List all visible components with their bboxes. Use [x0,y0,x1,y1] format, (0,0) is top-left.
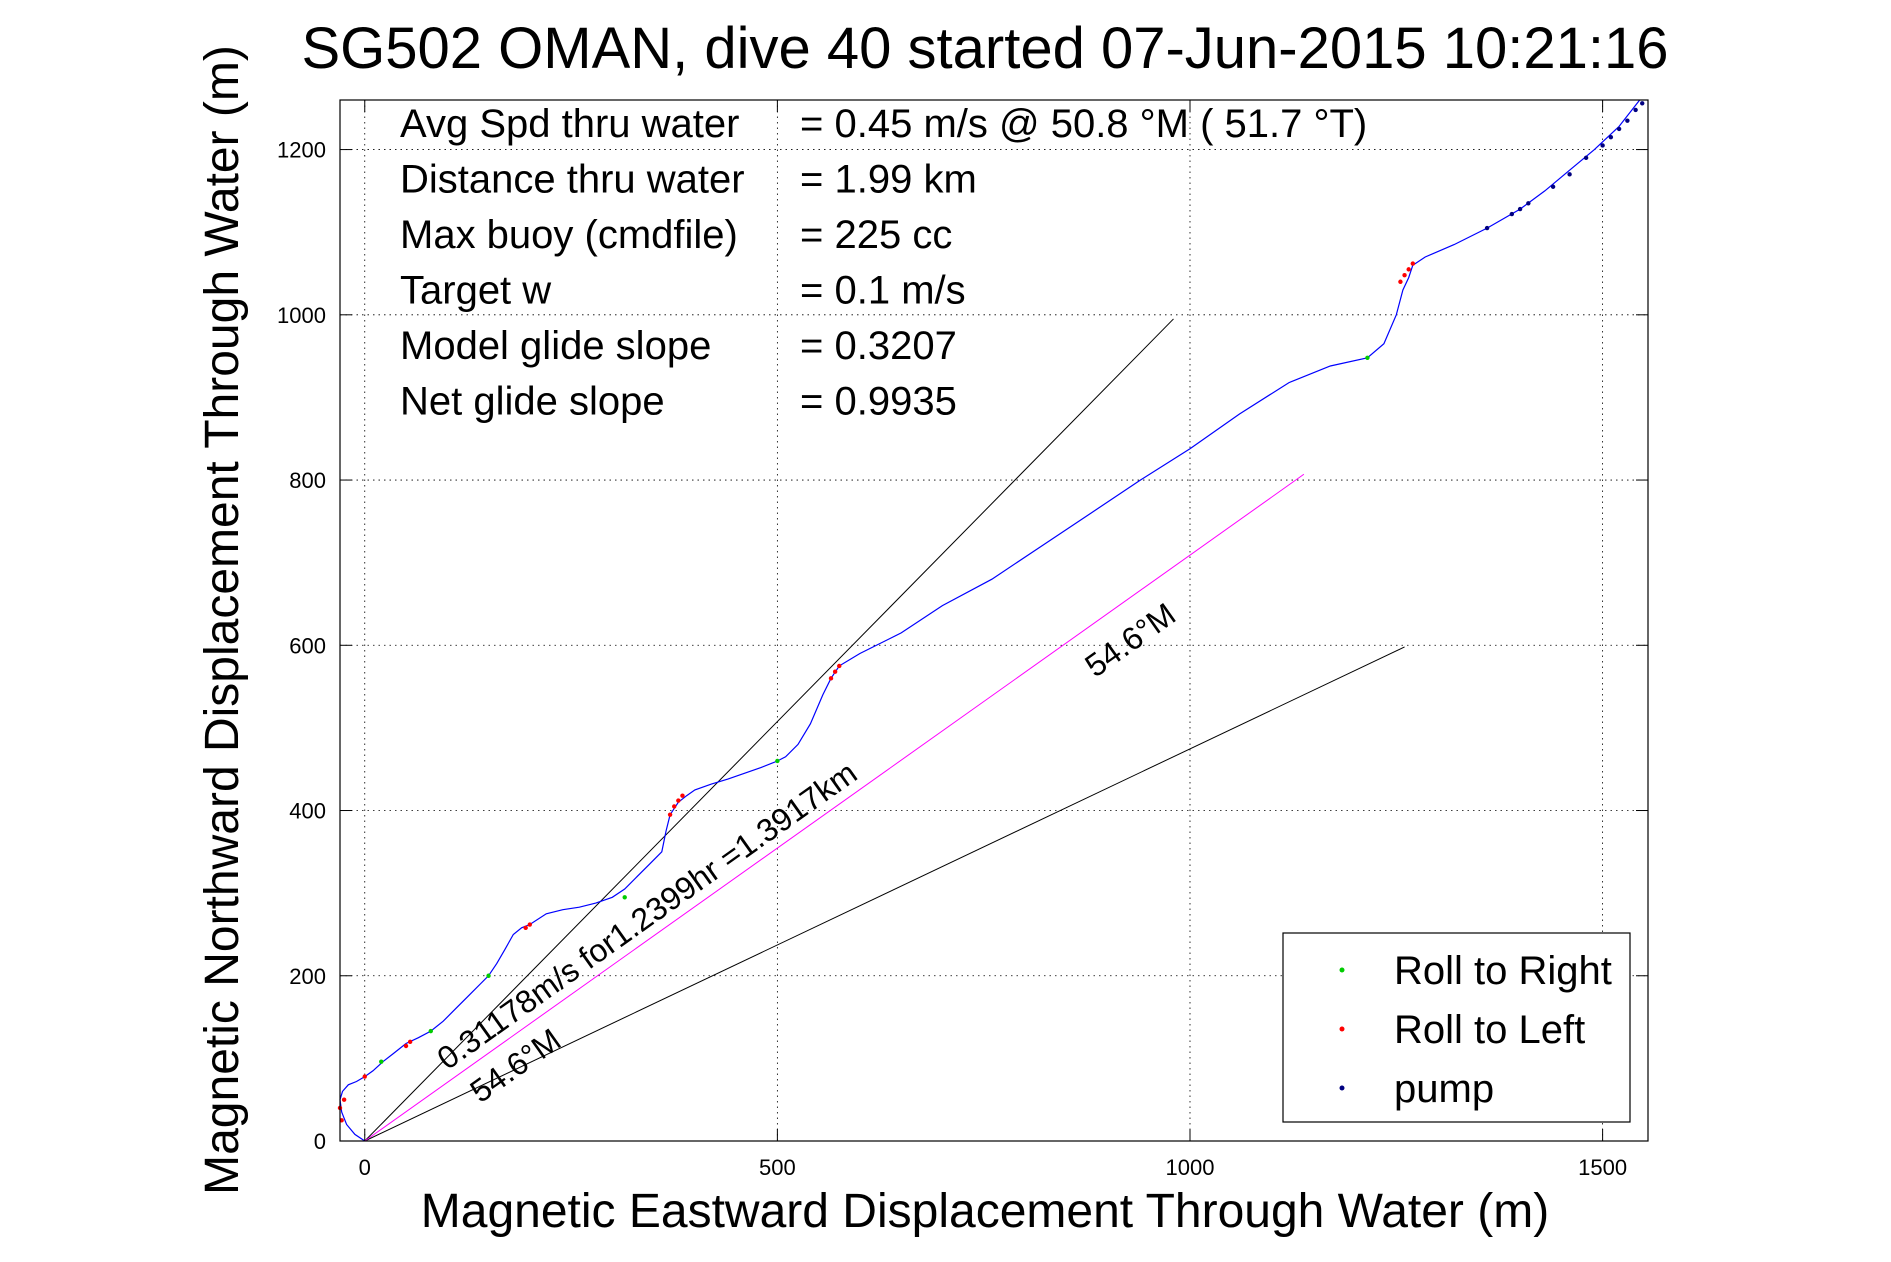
pump-point-1 [1509,211,1515,217]
info-value-0: = 0.45 m/s @ 50.8 °M ( 51.7 °T) [800,102,1367,146]
pump-point-2 [1517,206,1523,212]
roll-to-left-point-15 [1398,279,1403,284]
roll-to-left-point-3 [362,1074,367,1079]
pump-point-5 [1567,172,1572,177]
data-series [337,99,1645,1142]
info-value-3: = 0.1 m/s [800,269,966,313]
legend-box [1282,932,1631,1123]
x-tick-label-2: 1000 [1166,1155,1215,1180]
roll-to-right-point-4 [775,758,780,764]
roll-to-right-point-0 [379,1059,384,1064]
info-value-5: = 0.9935 [800,380,957,424]
roll-to-left-point-7 [523,925,528,931]
roll-to-left-point-18 [1410,261,1416,266]
legend-label-roll-to-right: Roll to Right [1394,949,1612,993]
y-tick-label-3: 600 [289,633,326,658]
roll-to-right-point-3 [622,895,627,900]
x-tick-label-0: 0 [359,1155,371,1180]
x-tick-label-1: 500 [759,1155,796,1180]
roll-to-left-point-8 [667,812,673,817]
roll-to-left-point-6 [527,922,533,927]
glide-line-upper [364,318,1174,1142]
roll-to-left-point-14 [837,663,842,669]
info-label-3: Target w [400,269,551,313]
info-label-4: Model glide slope [400,324,711,368]
legend: Roll to Right Roll to Left pump [1282,932,1631,1123]
info-label-1: Distance thru water [400,158,745,202]
net-heading-line [364,473,1305,1142]
info-label-0: Avg Spd thru water [400,102,739,146]
pump-point-4 [1550,184,1556,189]
chart-title: SG502 OMAN, dive 40 started 07-Jun-2015 … [301,16,1668,81]
glide-line-lower [364,646,1405,1142]
roll-to-left-point-1 [341,1097,347,1102]
y-tick-label-5: 1000 [277,303,326,328]
roll-to-left-point-11 [680,793,685,798]
pump-point-10 [1625,118,1630,123]
pump-point-3 [1526,201,1531,206]
reference-lines [364,318,1405,1142]
legend-marker-roll-to-right [1339,967,1345,973]
y-tick-label-4: 800 [289,468,326,493]
pump-point-8 [1608,134,1614,140]
roll-to-right-point-5 [1365,355,1370,360]
info-label-5: Net glide slope [400,380,665,424]
axis-ticks: 0 500 1000 1500 0 200 400 600 800 1000 1200 [277,100,1648,1180]
pump-point-7 [1600,143,1605,148]
pump-point-6 [1583,155,1589,161]
legend-label-roll-to-left: Roll to Left [1394,1008,1585,1052]
y-tick-label-2: 400 [289,799,326,824]
roll-to-right-point-2 [486,973,491,978]
info-value-1: = 1.99 km [800,158,977,202]
legend-marker-roll-to-left [1339,1026,1345,1032]
y-axis-label: Magnetic Northward Displacement Through … [196,45,249,1195]
track-line [339,99,1641,1142]
pump-point-11 [1633,107,1638,113]
info-value-4: = 0.3207 [800,324,957,368]
roll-to-left-point-12 [828,676,834,681]
pump-point-12 [1640,101,1645,106]
roll-to-right-point-1 [428,1028,433,1034]
info-label-2: Max buoy (cmdfile) [400,213,738,257]
y-tick-label-0: 0 [314,1129,326,1154]
y-tick-label-1: 200 [289,964,326,989]
x-tick-label-3: 1500 [1578,1155,1627,1180]
info-panel: Avg Spd thru water = 0.45 m/s @ 50.8 °M (… [400,102,1367,424]
x-axis-label: Magnetic Eastward Displacement Through W… [421,1185,1549,1238]
plot-border [339,99,1649,1142]
roll-to-left-point-4 [403,1043,409,1049]
roll-to-left-point-16 [1402,272,1407,278]
legend-label-pump: pump [1394,1067,1494,1111]
pump-point-0 [1484,225,1490,231]
roll-to-left-point-9 [672,804,677,809]
pump-point-9 [1616,126,1622,132]
roll-to-left-point-10 [676,798,681,803]
roll-to-left-point-17 [1406,267,1411,272]
info-value-2: = 225 cc [800,213,952,257]
roll-to-left-point-5 [407,1039,413,1045]
roll-to-left-point-13 [832,669,838,674]
y-tick-label-6: 1200 [277,138,326,163]
legend-marker-pump [1339,1085,1345,1091]
